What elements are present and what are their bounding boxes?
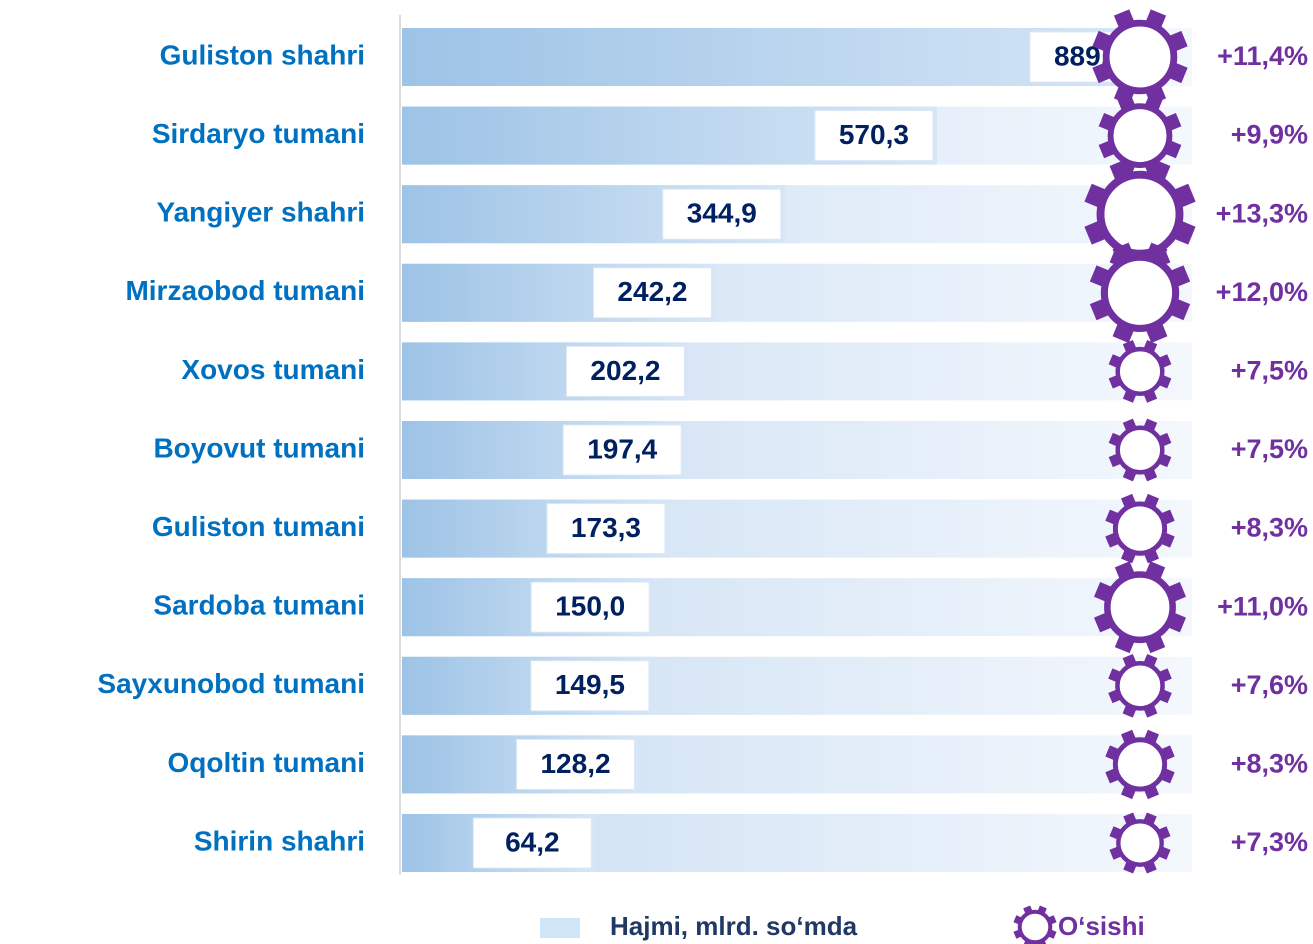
growth-label: +7,5% bbox=[1231, 434, 1308, 464]
gear-ring bbox=[1107, 103, 1173, 168]
gear-ring bbox=[1100, 253, 1180, 333]
value-box bbox=[530, 581, 650, 633]
gear-ring bbox=[1104, 571, 1176, 644]
value-box bbox=[546, 503, 666, 555]
value-label: 173,3 bbox=[571, 512, 641, 543]
growth-label: +7,6% bbox=[1231, 670, 1308, 700]
category-label: Guliston tumani bbox=[152, 511, 365, 542]
growth-label: +13,3% bbox=[1216, 198, 1308, 228]
gear-ring bbox=[1017, 909, 1053, 944]
category-label: Xovos tumani bbox=[181, 354, 365, 385]
growth-label: +8,3% bbox=[1231, 513, 1308, 543]
category-label: Mirzaobod tumani bbox=[125, 275, 365, 306]
growth-gear bbox=[1105, 493, 1175, 564]
gear-ring bbox=[1112, 501, 1168, 556]
value-label: 242,2 bbox=[617, 276, 687, 307]
category-label: Boyovut tumani bbox=[153, 432, 365, 463]
gear-ring bbox=[1115, 346, 1165, 396]
value-box bbox=[565, 345, 685, 397]
growth-gear bbox=[1084, 158, 1196, 270]
value-label: 570,3 bbox=[839, 119, 909, 150]
gear-ring bbox=[1112, 737, 1168, 792]
growth-gear bbox=[1108, 654, 1172, 718]
legend-gear bbox=[1013, 905, 1057, 944]
growth-label: +8,3% bbox=[1231, 749, 1308, 779]
growth-gear bbox=[1094, 561, 1186, 654]
category-label: Guliston shahri bbox=[160, 39, 365, 70]
value-box bbox=[662, 188, 782, 240]
growth-gear bbox=[1109, 812, 1171, 874]
category-label: Shirin shahri bbox=[194, 825, 365, 856]
category-label: Yangiyer shahri bbox=[156, 197, 365, 228]
value-box bbox=[530, 660, 650, 712]
bar bbox=[402, 28, 1152, 86]
value-box bbox=[516, 738, 636, 790]
value-label: 149,5 bbox=[555, 669, 625, 700]
growth-label: +12,0% bbox=[1216, 277, 1308, 307]
value-label: 64,2 bbox=[505, 826, 560, 857]
category-label: Sirdaryo tumani bbox=[152, 118, 365, 149]
value-label: 150,0 bbox=[555, 591, 625, 622]
category-label: Sardoba tumani bbox=[153, 590, 365, 621]
value-box bbox=[472, 817, 592, 869]
gear-ring bbox=[1115, 660, 1165, 711]
growth-gear bbox=[1108, 340, 1172, 403]
value-label: 128,2 bbox=[540, 748, 610, 779]
growth-label: +7,5% bbox=[1231, 356, 1308, 386]
value-box bbox=[814, 110, 934, 162]
legend-label: Hajmi, mlrd. so‘mda bbox=[610, 911, 858, 941]
value-label: 197,4 bbox=[587, 433, 657, 464]
growth-label: +7,3% bbox=[1231, 827, 1308, 857]
growth-label: +11,0% bbox=[1217, 591, 1308, 621]
growth-label: +9,9% bbox=[1231, 120, 1308, 150]
growth-gear bbox=[1108, 418, 1172, 482]
value-box bbox=[592, 267, 712, 319]
growth-gear bbox=[1089, 242, 1191, 343]
legend-label: O‘sishi bbox=[1058, 911, 1145, 941]
gear-ring bbox=[1096, 170, 1184, 258]
legend-swatch bbox=[540, 918, 580, 938]
value-box bbox=[562, 424, 682, 476]
category-label: Oqoltin tumani bbox=[167, 747, 365, 778]
gear-ring bbox=[1116, 819, 1164, 867]
growth-gear bbox=[1092, 9, 1188, 105]
value-label: 344,9 bbox=[687, 198, 757, 229]
category-label: Sayxunobod tumani bbox=[97, 668, 365, 699]
gear-ring bbox=[1102, 19, 1178, 95]
growth-gear bbox=[1105, 729, 1175, 800]
gear-ring bbox=[1115, 425, 1165, 475]
value-label: 202,2 bbox=[590, 355, 660, 386]
growth-label: +11,4% bbox=[1217, 41, 1308, 71]
